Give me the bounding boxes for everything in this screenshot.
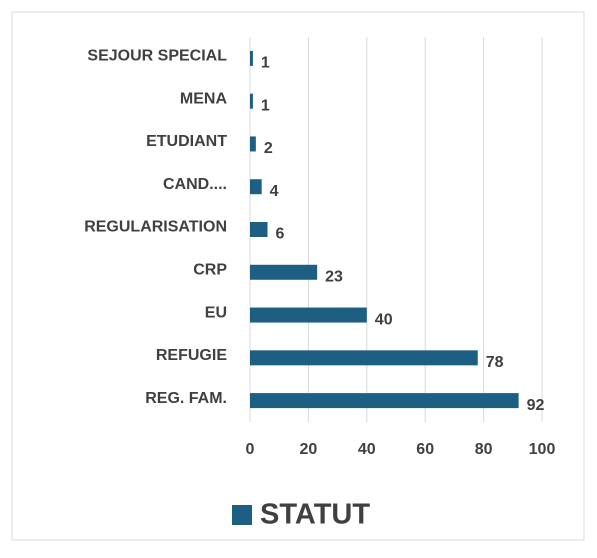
data-label: 40 bbox=[375, 311, 393, 328]
bar bbox=[250, 93, 253, 109]
data-label: 4 bbox=[270, 183, 279, 200]
data-label: 23 bbox=[325, 268, 343, 285]
x-tick-label: 20 bbox=[300, 441, 318, 458]
legend-label: STATUT bbox=[260, 499, 370, 531]
bar bbox=[250, 179, 262, 195]
bar bbox=[250, 264, 318, 280]
y-tick-label: EU bbox=[205, 304, 227, 321]
bar bbox=[250, 222, 268, 237]
y-tick-label: MENA bbox=[180, 90, 228, 107]
data-label: 78 bbox=[486, 354, 504, 371]
y-tick-label: CAND.... bbox=[163, 176, 227, 193]
x-tick-label: 0 bbox=[246, 441, 255, 458]
data-label: 1 bbox=[261, 55, 270, 72]
y-tick-label: REGULARISATION bbox=[84, 219, 227, 236]
x-tick-label: 40 bbox=[358, 441, 376, 458]
x-tick-label: 100 bbox=[529, 441, 556, 458]
y-tick-label: REG. FAM. bbox=[145, 390, 227, 407]
y-tick-label: REFUGIE bbox=[156, 347, 227, 364]
y-tick-label: SEJOUR SPECIAL bbox=[87, 48, 227, 65]
data-label: 1 bbox=[261, 97, 270, 114]
data-label: 6 bbox=[276, 226, 285, 243]
legend-swatch bbox=[232, 505, 252, 525]
y-tick-label: ETUDIANT bbox=[146, 133, 227, 150]
bar bbox=[250, 350, 478, 366]
data-label: 92 bbox=[527, 397, 545, 414]
x-tick-label: 80 bbox=[475, 441, 493, 458]
y-tick-label: CRP bbox=[193, 261, 227, 278]
bar bbox=[250, 307, 367, 323]
x-tick-label: 60 bbox=[416, 441, 434, 458]
bar bbox=[250, 50, 253, 66]
data-label: 2 bbox=[264, 140, 273, 157]
bar bbox=[250, 393, 519, 409]
bar bbox=[250, 136, 256, 152]
